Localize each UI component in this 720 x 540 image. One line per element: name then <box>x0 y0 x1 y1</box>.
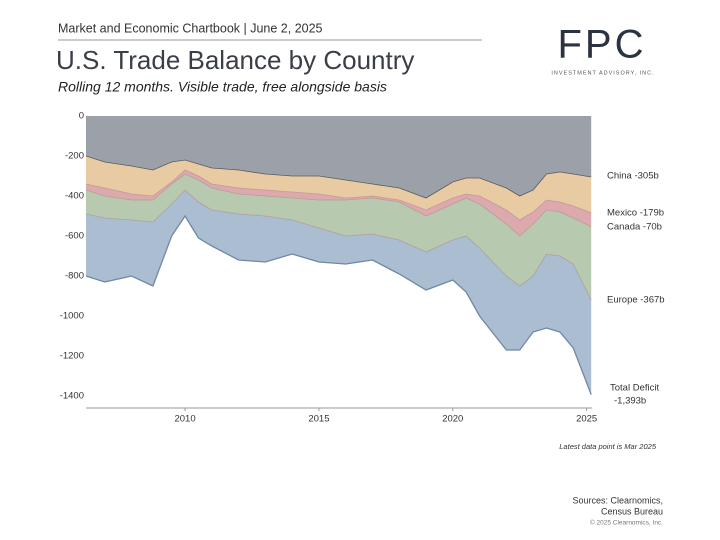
note: Latest data point is Mar 2025 <box>559 442 657 451</box>
logo-tagline: INVESTMENT ADVISORY, INC. <box>551 70 654 76</box>
logo-mark: FPC <box>558 23 647 67</box>
y-tick-label: -1200 <box>60 351 84 362</box>
copyright: © 2025 Clearnomics, Inc. <box>590 519 663 527</box>
series-label: Mexico -179b <box>607 208 664 219</box>
y-tick-label: -200 <box>65 151 84 162</box>
chart-title: U.S. Trade Balance by Country <box>56 45 414 75</box>
x-tick-label: 2010 <box>174 414 195 425</box>
y-tick-label: -600 <box>65 231 84 242</box>
boundary-line <box>85 155 592 199</box>
series-label: Europe -367b <box>607 295 665 306</box>
total-label: Total Deficit <box>610 383 659 394</box>
y-tick-label: 0 <box>79 111 84 122</box>
boundary-line <box>85 214 592 395</box>
area <box>86 174 592 301</box>
area <box>86 156 592 220</box>
source-line: Sources: Clearnomics, <box>572 495 663 505</box>
y-tick-label: -1400 <box>60 391 84 402</box>
source-line: Census Bureau <box>601 506 663 516</box>
area <box>86 170 592 236</box>
total-label: -1,393b <box>614 396 646 407</box>
x-tick-label: 2015 <box>308 414 329 425</box>
boundary-line <box>85 173 592 237</box>
chart-subtitle: Rolling 12 months. Visible trade, free a… <box>58 79 387 95</box>
y-tick-label: -400 <box>65 191 84 202</box>
series-label: China -305b <box>607 171 659 182</box>
x-tick-label: 2020 <box>442 414 463 425</box>
header: Market and Economic Chartbook | June 2, … <box>58 21 323 35</box>
boundary-line <box>85 169 592 221</box>
area <box>86 116 592 198</box>
y-tick-label: -800 <box>65 271 84 282</box>
y-tick-label: -1000 <box>60 311 84 322</box>
x-tick-label: 2025 <box>576 414 597 425</box>
area <box>86 190 592 395</box>
boundary-line <box>85 189 592 301</box>
series-label: Canada -70b <box>607 222 662 233</box>
